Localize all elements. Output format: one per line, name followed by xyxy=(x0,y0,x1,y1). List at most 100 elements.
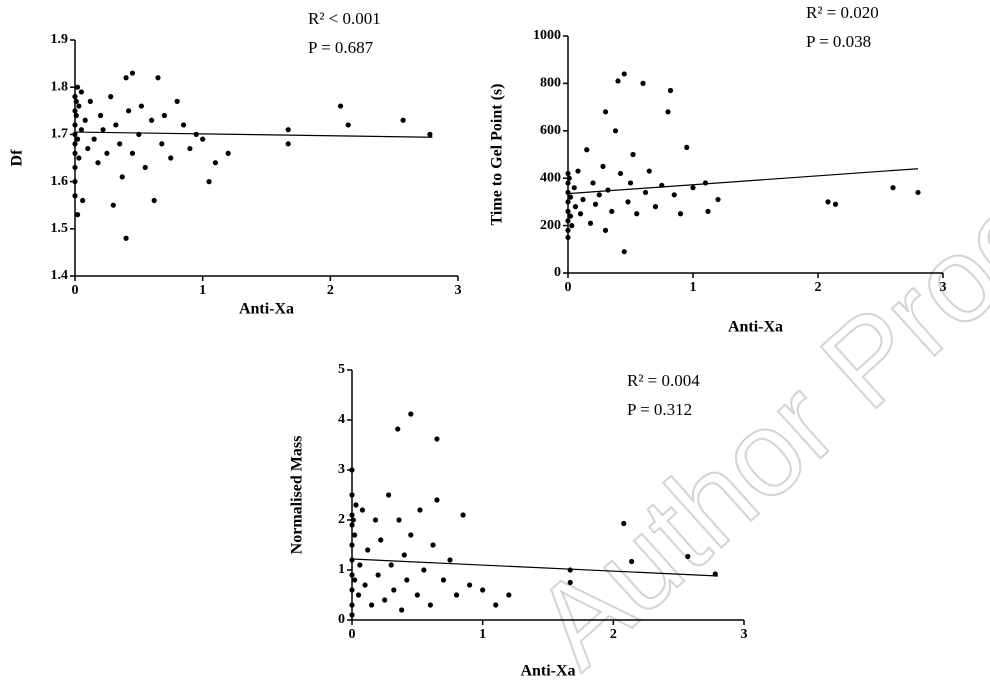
point xyxy=(345,122,351,128)
x-tick-label: 1 xyxy=(199,283,206,298)
point xyxy=(76,103,82,109)
point xyxy=(161,112,167,119)
y-axis-label: Df xyxy=(9,149,26,167)
point xyxy=(421,567,427,573)
point xyxy=(126,108,132,114)
point xyxy=(72,122,78,128)
point xyxy=(440,577,447,583)
point xyxy=(72,193,78,199)
point xyxy=(565,227,571,233)
point xyxy=(621,249,627,255)
trend-line xyxy=(567,168,919,195)
point xyxy=(74,212,81,218)
point xyxy=(414,592,420,598)
point xyxy=(621,71,627,77)
point xyxy=(391,587,397,593)
point xyxy=(890,185,896,191)
point xyxy=(285,141,291,147)
point xyxy=(155,75,161,81)
y-tick-label: 2 xyxy=(338,512,345,527)
point xyxy=(151,197,157,204)
point xyxy=(362,582,368,588)
point xyxy=(375,572,381,578)
point xyxy=(396,517,402,523)
x-tick-label: 0 xyxy=(72,283,79,298)
point xyxy=(567,567,573,573)
point xyxy=(349,467,355,473)
x-axis-label: Anti-Xa xyxy=(239,301,294,318)
x-tick-label: 1 xyxy=(690,280,697,295)
point xyxy=(600,163,606,169)
point xyxy=(365,547,371,553)
point xyxy=(453,592,460,598)
y-tick-label: 1.5 xyxy=(51,221,69,236)
y-tick-label: 200 xyxy=(540,218,561,233)
point xyxy=(575,168,581,174)
point xyxy=(596,192,602,198)
scatter-panel: 0 1 2 3 1.4 1.5 1.6 1.7 1.8 1.9 Anti-Xa Df R² < 0.00… xyxy=(9,9,462,318)
point xyxy=(565,170,571,177)
point xyxy=(225,150,231,156)
point xyxy=(567,579,573,586)
point xyxy=(117,141,123,147)
y-tick-label: 1000 xyxy=(533,28,561,43)
point xyxy=(108,94,114,100)
point xyxy=(567,213,574,219)
point xyxy=(447,557,453,563)
point xyxy=(671,192,677,198)
point xyxy=(349,602,355,608)
point xyxy=(372,517,379,523)
x-tick-label: 2 xyxy=(815,280,822,295)
annotation: R² = 0.020 xyxy=(806,3,879,22)
point xyxy=(587,220,594,226)
point xyxy=(87,98,93,104)
point xyxy=(602,227,609,233)
point xyxy=(702,180,709,186)
y-tick-label: 3 xyxy=(338,462,345,477)
y-axis-label: Normalised Mass xyxy=(289,436,306,555)
point xyxy=(646,168,652,174)
point xyxy=(159,141,165,147)
point xyxy=(404,577,410,583)
point xyxy=(580,196,586,203)
point xyxy=(174,98,180,104)
y-tick-label: 400 xyxy=(540,170,561,185)
point xyxy=(565,199,571,205)
point xyxy=(349,522,355,528)
point xyxy=(138,103,144,109)
point xyxy=(142,164,148,171)
point xyxy=(349,512,355,518)
point xyxy=(337,103,344,109)
x-tick-label: 2 xyxy=(327,283,334,298)
trend-line xyxy=(74,131,433,138)
scatter-panel: 0 1 2 3 0 1 2 3 4 5 Anti-Xa Normalised Mass R² = 0.0… xyxy=(289,362,748,679)
point xyxy=(180,122,187,128)
x-axis-label: Anti-Xa xyxy=(728,319,783,336)
point xyxy=(825,199,831,205)
point xyxy=(715,196,721,203)
point xyxy=(395,426,401,432)
point xyxy=(625,199,631,205)
y-axis-label: Time to Gel Point (s) xyxy=(489,84,506,226)
x-tick-label: 0 xyxy=(349,627,356,642)
point xyxy=(609,208,615,214)
point xyxy=(567,194,574,200)
point xyxy=(73,98,79,104)
point xyxy=(187,145,193,152)
point xyxy=(355,592,362,598)
point xyxy=(493,602,499,608)
y-tick-label: 5 xyxy=(338,362,345,377)
point xyxy=(430,542,436,548)
point xyxy=(378,537,384,543)
x-tick-label: 3 xyxy=(741,627,748,642)
y-tick-label: 1.8 xyxy=(51,79,69,94)
point xyxy=(665,109,671,115)
point xyxy=(642,189,649,196)
point xyxy=(612,128,619,134)
point xyxy=(572,204,579,210)
annotation: P = 0.038 xyxy=(806,32,871,51)
point xyxy=(652,204,659,210)
point xyxy=(206,179,212,185)
point xyxy=(640,80,646,86)
point xyxy=(417,507,423,513)
